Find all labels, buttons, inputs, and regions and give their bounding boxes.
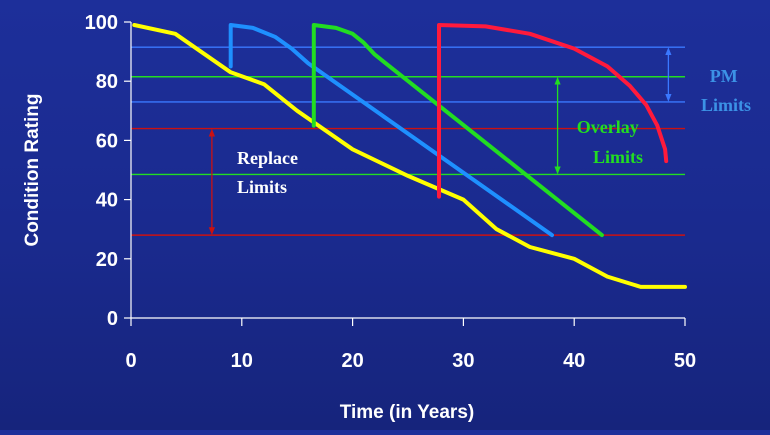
y-tick-label: 20 xyxy=(96,249,118,271)
y-tick-label: 40 xyxy=(96,190,118,212)
overlay-limits-label: Overlay Limits xyxy=(577,117,643,167)
series-line xyxy=(437,23,669,199)
y-tick-label: 100 xyxy=(85,12,118,34)
x-tick-label: 20 xyxy=(341,350,363,372)
y-axis-title: Condition Rating xyxy=(22,93,43,246)
range-arrows xyxy=(208,47,672,236)
replace-limits-line2: Limits xyxy=(237,177,287,197)
y-tick-label: 0 xyxy=(107,308,118,330)
x-axis-title: Time (in Years) xyxy=(340,402,474,423)
annotations: PM Limits Overlay Limits Replace Limits xyxy=(237,66,751,197)
series-line xyxy=(228,23,554,238)
x-tick-label: 10 xyxy=(231,350,253,372)
overlay-limits-line2: Limits xyxy=(593,147,643,167)
series-line xyxy=(132,23,687,289)
x-ticks: 0 10 20 30 40 50 xyxy=(125,318,696,372)
series-line xyxy=(311,23,604,238)
overlay-limits-line1: Overlay xyxy=(577,117,639,137)
y-ticks: 0 20 40 60 80 100 xyxy=(85,12,131,330)
series-lines xyxy=(132,23,687,289)
pm-limits-line1: PM xyxy=(710,66,738,86)
axes: 0 20 40 60 80 100 0 10 20 30 40 50 xyxy=(85,12,697,372)
pm-limits-label: PM Limits xyxy=(701,66,751,115)
y-tick-label: 60 xyxy=(96,130,118,152)
x-tick-label: 30 xyxy=(452,350,474,372)
pm-limits-line2: Limits xyxy=(701,95,751,115)
replace-limits-line1: Replace xyxy=(237,148,298,168)
x-tick-label: 0 xyxy=(125,350,136,372)
y-tick-label: 80 xyxy=(96,71,118,93)
limit-lines xyxy=(131,46,685,236)
x-tick-label: 50 xyxy=(674,350,696,372)
x-tick-label: 40 xyxy=(563,350,585,372)
replace-limits-label: Replace Limits xyxy=(237,148,302,197)
